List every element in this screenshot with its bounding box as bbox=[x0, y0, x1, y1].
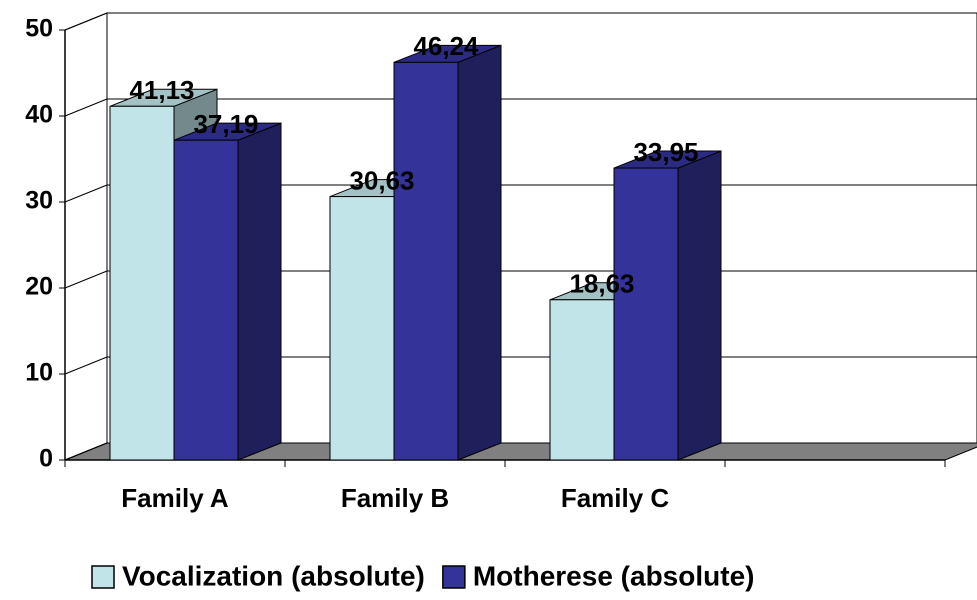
y-tick-label: 30 bbox=[25, 187, 53, 215]
x-tick-label: Family B bbox=[341, 483, 449, 513]
bar bbox=[393, 61, 459, 461]
side-wall bbox=[64, 12, 108, 461]
legend-swatch bbox=[91, 565, 115, 589]
data-label: 30,63 bbox=[349, 165, 414, 195]
data-label: 41,13 bbox=[129, 75, 194, 105]
bar-side bbox=[677, 150, 722, 461]
legend-label: Vocalization (absolute) bbox=[122, 560, 425, 591]
grid-line bbox=[64, 12, 108, 31]
legend-swatch bbox=[442, 565, 466, 589]
bar-side bbox=[457, 44, 502, 461]
y-tick-label: 50 bbox=[25, 15, 53, 43]
grid-line bbox=[64, 98, 108, 117]
y-tick-label: 40 bbox=[25, 101, 53, 129]
grid-line bbox=[64, 442, 108, 461]
grid-line bbox=[64, 270, 108, 289]
legend-label: Motherese (absolute) bbox=[473, 560, 755, 591]
y-tick-label: 0 bbox=[39, 445, 53, 473]
x-tick-label: Family A bbox=[121, 483, 229, 513]
grid-line bbox=[64, 356, 108, 375]
bar-side bbox=[237, 122, 282, 461]
bar bbox=[109, 105, 175, 461]
bar bbox=[613, 167, 679, 461]
x-tick-label: Family C bbox=[561, 483, 670, 513]
data-label: 37,19 bbox=[193, 109, 258, 139]
bar bbox=[329, 196, 395, 461]
y-tick-label: 20 bbox=[25, 273, 53, 301]
grid-line bbox=[64, 184, 108, 203]
bar bbox=[549, 299, 615, 461]
data-label: 46,24 bbox=[413, 31, 479, 61]
bar bbox=[173, 139, 239, 461]
data-label: 18,63 bbox=[569, 269, 634, 299]
y-tick-label: 10 bbox=[25, 359, 53, 387]
data-label: 33,95 bbox=[633, 137, 698, 167]
